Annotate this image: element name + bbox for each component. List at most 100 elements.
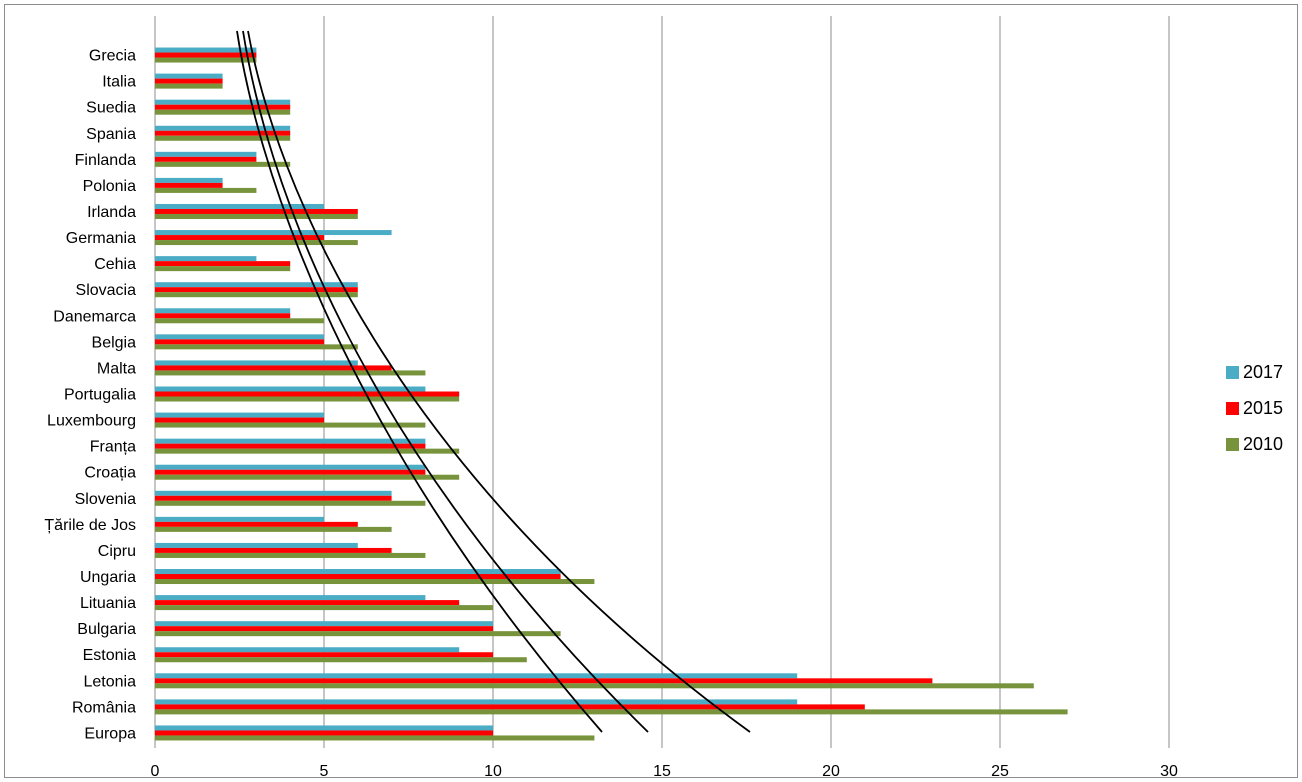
trend-curves [236,30,751,733]
bar-2010-1 [155,83,223,89]
bar-2015-14 [155,417,324,423]
bar-2017-16 [155,464,426,470]
bar-2017-20 [155,569,561,575]
category-label: Suedia [86,100,136,117]
category-label: România [72,699,136,716]
category-label: Cehia [94,256,136,273]
trend-curve-1 [236,30,603,733]
legend-label-2017: 2017 [1243,362,1283,382]
bar-2017-19 [155,542,358,548]
bar-2010-12 [155,370,426,376]
bar-2015-4 [155,156,257,162]
category-label: Polonia [83,178,136,195]
category-label: Slovacia [76,282,137,299]
category-label: Irlanda [87,204,136,221]
bar-2010-5 [155,187,257,193]
bar-2015-20 [155,574,561,580]
legend: 2017 2015 2010 [1226,362,1283,454]
bar-2015-19 [155,547,392,553]
bar-2017-21 [155,595,426,601]
legend-swatch-2017 [1226,366,1239,379]
bar-2010-13 [155,396,460,402]
category-label: Portugalia [64,387,136,404]
bar-2010-8 [155,266,291,272]
category-label: Germania [66,230,136,247]
bar-2010-10 [155,318,324,324]
bar-2015-18 [155,521,358,527]
bar-2010-14 [155,422,426,428]
category-labels: Grecia Italia Suedia Spania Finlanda Polonia I… [44,48,136,743]
bar-2010-21 [155,605,493,611]
category-label: Țările de Jos [44,517,136,534]
category-label: Spania [86,126,136,143]
bar-2017-8 [155,256,257,262]
legend-label-2010: 2010 [1243,434,1283,454]
category-label: Grecia [89,48,136,65]
bar-2015-9 [155,287,358,293]
bar-2015-23 [155,652,493,658]
bar-2017-10 [155,308,291,314]
tick-label-5: 5 [320,763,329,780]
bar-2017-6 [155,203,324,209]
bars [155,47,1068,741]
bar-2015-17 [155,495,392,501]
bar-2010-22 [155,631,561,637]
bar-2017-13 [155,386,426,392]
bar-2010-0 [155,57,257,63]
bar-2010-2 [155,109,291,115]
bar-2015-16 [155,469,426,475]
bar-2010-24 [155,683,1034,689]
category-label: Estonia [83,647,136,664]
bar-2015-2 [155,104,291,110]
bar-2010-6 [155,213,358,219]
bar-2015-10 [155,313,291,319]
category-label: Belgia [92,334,137,351]
tick-label-15: 15 [653,763,671,780]
bar-2010-26 [155,735,595,741]
bar-2015-5 [155,182,223,188]
bar-2010-17 [155,500,426,506]
category-label: Luxembourg [47,413,136,430]
trend-curve-2 [242,30,649,733]
legend-swatch-2015 [1226,402,1239,415]
bar-2017-18 [155,516,324,522]
bar-2010-9 [155,292,358,298]
tick-label-10: 10 [484,763,502,780]
bar-2010-20 [155,579,595,585]
bar-2010-15 [155,448,460,454]
bar-2017-15 [155,438,426,444]
bar-2015-25 [155,704,865,710]
category-label: Lituania [80,595,136,612]
category-label: Croația [84,465,136,482]
category-label: Ungaria [80,569,136,586]
bar-2017-0 [155,47,257,53]
bar-2015-11 [155,339,324,345]
bar-2015-24 [155,678,933,684]
bar-2015-12 [155,365,392,371]
bar-2017-24 [155,673,798,679]
trend-curve-3 [247,30,751,733]
bar-2015-1 [155,78,223,84]
bar-2017-14 [155,412,324,418]
bar-2015-22 [155,626,493,632]
bar-2017-25 [155,699,798,705]
category-label: Malta [97,360,136,377]
bar-2010-16 [155,474,460,480]
tick-label-30: 30 [1160,763,1178,780]
bar-2017-12 [155,360,358,366]
bar-2015-7 [155,235,324,241]
gridlines [154,16,1170,748]
category-label: Finlanda [75,152,136,169]
bar-2010-3 [155,135,291,141]
tick-label-25: 25 [991,763,1009,780]
category-label: Cipru [98,543,136,560]
bar-2017-1 [155,73,223,79]
bar-2017-22 [155,621,493,627]
x-axis-tick-labels: 0 5 10 15 20 25 30 [151,763,1178,780]
bar-2015-21 [155,600,460,606]
legend-swatch-2010 [1226,438,1239,451]
bar-2015-13 [155,391,460,397]
bar-2010-18 [155,526,392,532]
tick-label-0: 0 [151,763,160,780]
